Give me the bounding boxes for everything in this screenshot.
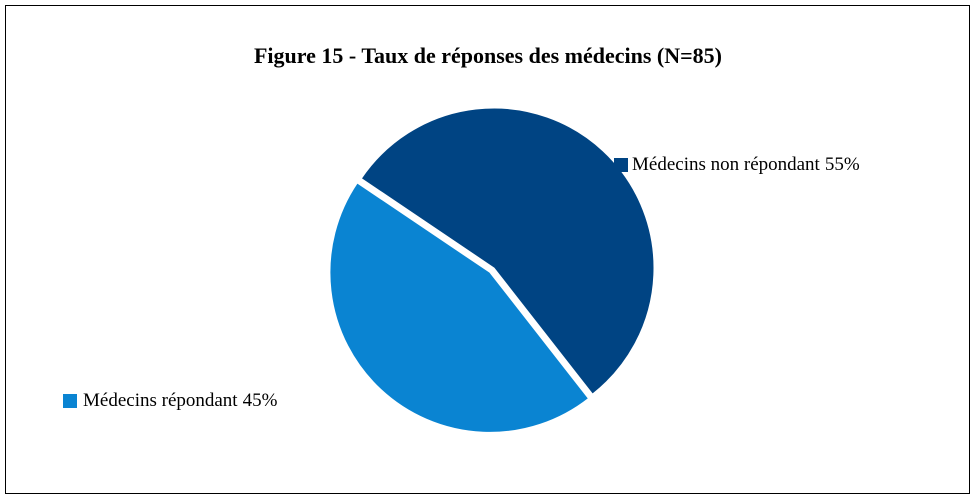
- label-category: Médecins répondant: [83, 390, 238, 411]
- label-category: Médecins non répondant: [632, 154, 821, 175]
- pie-slice: [360, 107, 655, 395]
- label-swatch: [63, 394, 77, 408]
- label-swatch: [614, 158, 628, 172]
- pie-slice: [329, 182, 590, 433]
- data-label: Médecins répondant 45%: [83, 390, 278, 411]
- data-label: Médecins non répondant 55%: [632, 154, 860, 175]
- chart-title: Figure 15 - Taux de réponses des médecin…: [254, 43, 722, 68]
- label-value: 55%: [825, 154, 860, 175]
- label-value: 45%: [243, 390, 278, 411]
